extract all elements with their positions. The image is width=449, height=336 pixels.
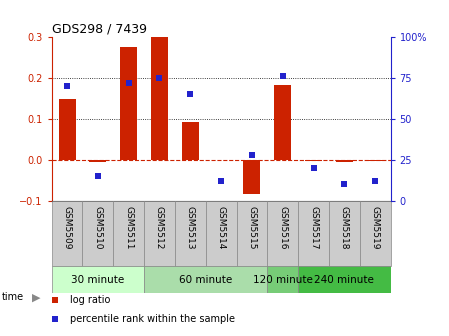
Bar: [298, 201, 329, 266]
Text: percentile rank within the sample: percentile rank within the sample: [70, 314, 235, 324]
Bar: [213, 160, 229, 161]
Text: GSM5513: GSM5513: [186, 206, 195, 249]
Bar: [305, 160, 322, 161]
Text: GSM5514: GSM5514: [216, 206, 226, 249]
Bar: [329, 201, 360, 266]
Text: GSM5509: GSM5509: [62, 206, 71, 249]
Text: 240 minute: 240 minute: [314, 275, 374, 285]
Bar: [83, 201, 113, 266]
Text: GSM5519: GSM5519: [371, 206, 380, 249]
Bar: [360, 201, 391, 266]
Bar: [144, 266, 267, 293]
Bar: [113, 201, 144, 266]
Bar: [206, 201, 237, 266]
Bar: [120, 47, 137, 160]
Text: 60 minute: 60 minute: [179, 275, 232, 285]
Text: GSM5510: GSM5510: [93, 206, 102, 249]
Bar: [144, 201, 175, 266]
Text: 30 minute: 30 minute: [71, 275, 124, 285]
Bar: [175, 201, 206, 266]
Bar: [237, 201, 267, 266]
Bar: [89, 160, 106, 162]
Bar: [52, 201, 83, 266]
Bar: [52, 266, 144, 293]
Bar: [58, 99, 75, 160]
Text: ▶: ▶: [32, 292, 41, 302]
Text: GSM5511: GSM5511: [124, 206, 133, 249]
Bar: [298, 266, 391, 293]
Bar: [336, 160, 353, 162]
Bar: [267, 201, 298, 266]
Bar: [151, 37, 168, 160]
Text: GDS298 / 7439: GDS298 / 7439: [52, 23, 147, 36]
Text: 120 minute: 120 minute: [253, 275, 313, 285]
Bar: [182, 122, 199, 160]
Bar: [367, 160, 384, 161]
Text: log ratio: log ratio: [70, 295, 110, 305]
Text: time: time: [2, 292, 24, 302]
Text: GSM5516: GSM5516: [278, 206, 287, 249]
Text: GSM5515: GSM5515: [247, 206, 256, 249]
Bar: [243, 160, 260, 195]
Text: GSM5518: GSM5518: [340, 206, 349, 249]
Text: GSM5517: GSM5517: [309, 206, 318, 249]
Bar: [267, 266, 298, 293]
Bar: [274, 85, 291, 160]
Text: GSM5512: GSM5512: [155, 206, 164, 249]
